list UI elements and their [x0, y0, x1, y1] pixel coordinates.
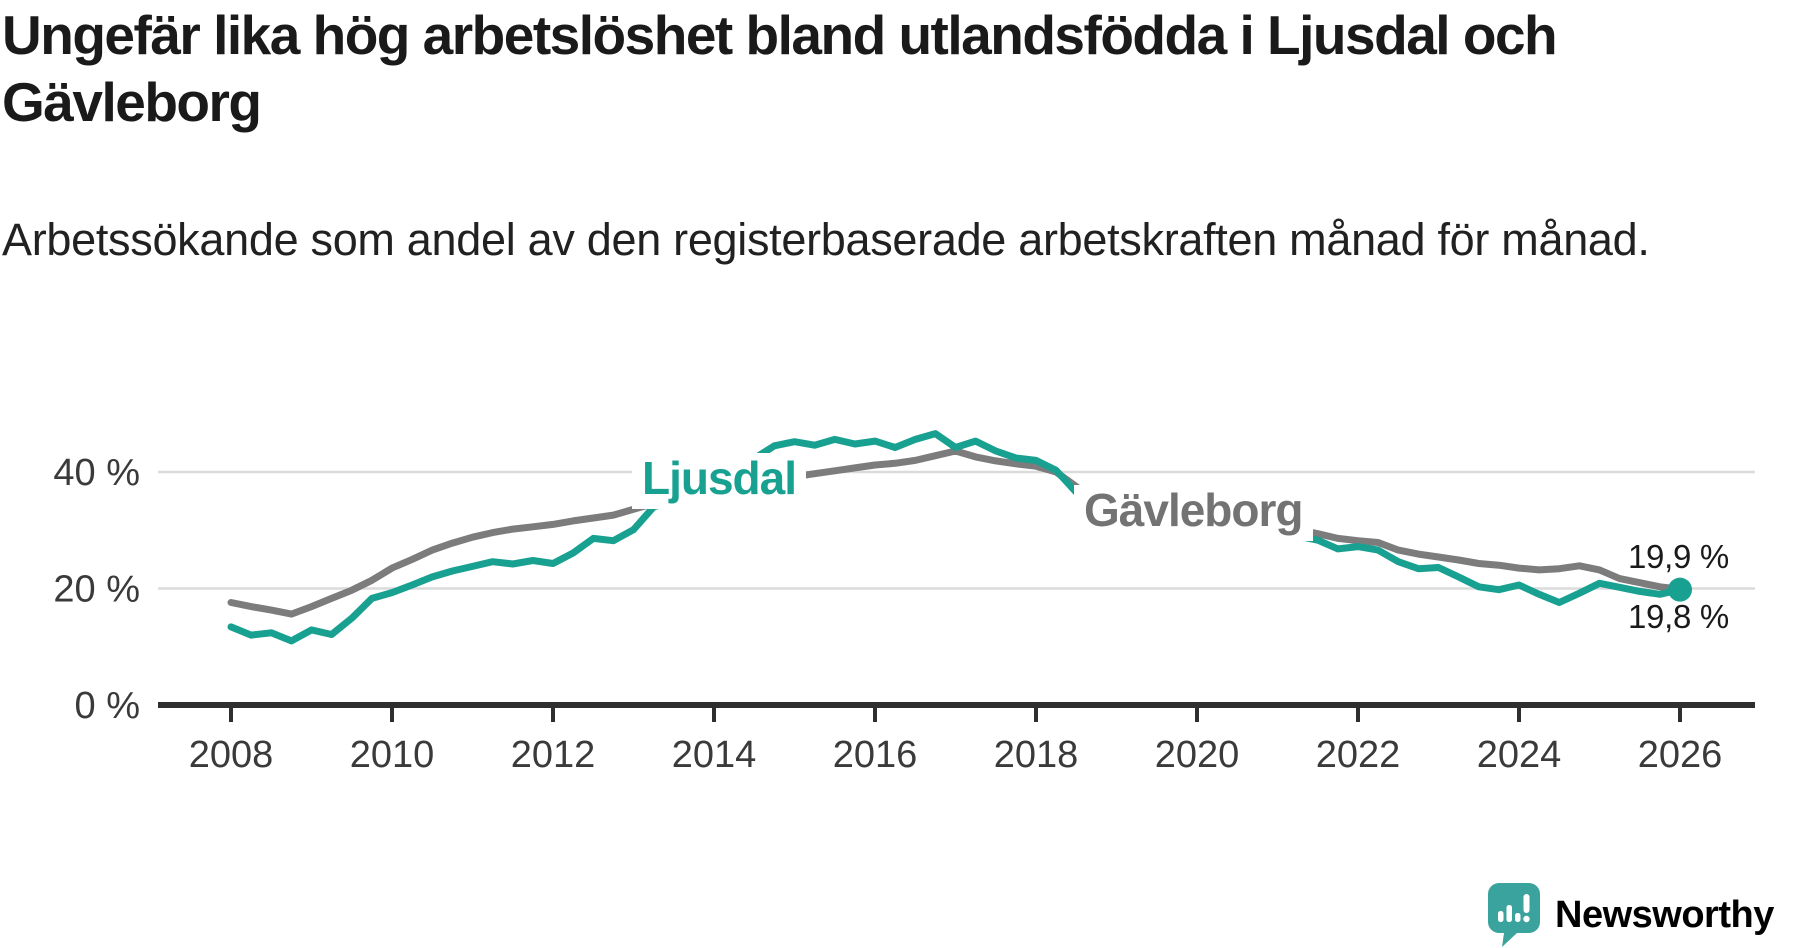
- y-axis-tick-label: 40 %: [53, 452, 140, 494]
- x-axis-tick-label: 2014: [672, 734, 757, 776]
- x-axis-tick-label: 2022: [1316, 734, 1401, 776]
- x-axis-tick-label: 2012: [511, 734, 596, 776]
- x-axis-tick-label: 2026: [1638, 734, 1723, 776]
- y-axis-tick-label: 20 %: [53, 569, 140, 611]
- x-axis-tick-label: 2018: [994, 734, 1079, 776]
- x-axis-tick-label: 2008: [189, 734, 274, 776]
- chart-title: Ungefär lika hög arbetslöshet bland utla…: [2, 4, 1558, 134]
- newsworthy-logo: Newsworthy: [1487, 882, 1774, 948]
- x-axis-tick-label: 2016: [833, 734, 918, 776]
- value-label-ljusdal: 19,8 %: [1628, 598, 1729, 635]
- value-label-gavleborg: 19,9 %: [1628, 538, 1729, 575]
- series-label-gavleborg: Gävleborg: [1074, 485, 1313, 541]
- chart-subtitle: Arbetssökande som andel av den registerb…: [2, 214, 1650, 265]
- y-axis-tick-label: 0 %: [75, 685, 140, 727]
- logo-text: Newsworthy: [1555, 893, 1774, 936]
- x-axis-tick-label: 2020: [1155, 734, 1240, 776]
- series-end-dot: [1668, 577, 1692, 602]
- series-label-ljusdal: Ljusdal: [632, 453, 807, 509]
- chart-bubble-icon: [1488, 883, 1540, 947]
- x-axis-tick-label: 2024: [1477, 734, 1562, 776]
- x-axis-tick-label: 2010: [350, 734, 435, 776]
- series-line-ljusdal: [227, 430, 1684, 645]
